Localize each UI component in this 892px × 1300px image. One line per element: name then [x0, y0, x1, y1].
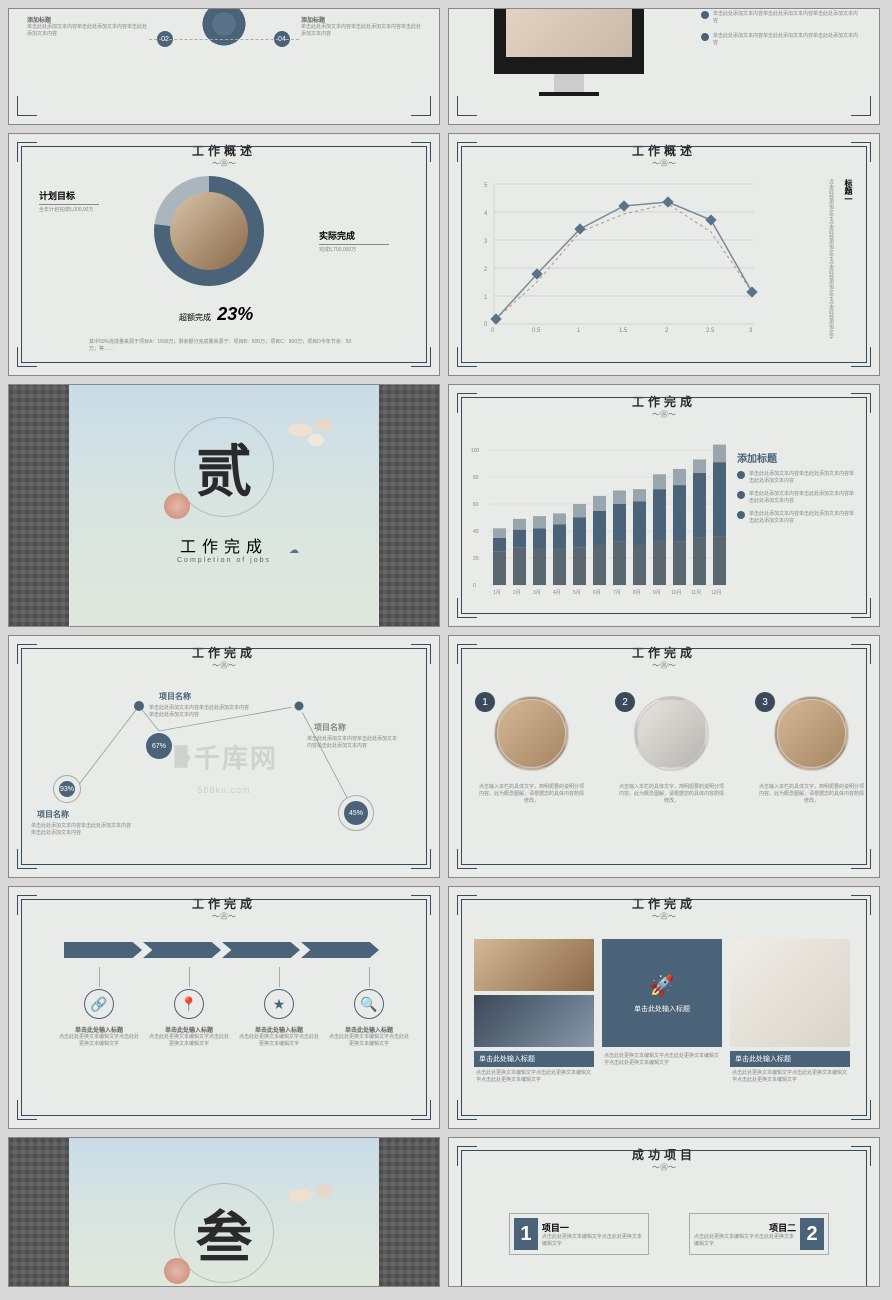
svg-text:4月: 4月: [553, 590, 561, 596]
svg-text:60: 60: [473, 502, 479, 508]
photo-1: [494, 696, 569, 771]
svg-text:0: 0: [484, 322, 488, 328]
photo-2: [634, 696, 709, 771]
svg-text:3月: 3月: [533, 590, 541, 596]
magnolia-icon: [277, 1176, 355, 1226]
svg-text:1月: 1月: [493, 590, 501, 596]
svg-text:7月: 7月: [613, 590, 621, 596]
svg-text:0: 0: [473, 583, 476, 589]
bullet-icon: [701, 33, 709, 41]
svg-text:3: 3: [484, 239, 488, 245]
slide-success-projects: 成功项目 ～❀～ 1 项目一 点击此处更换文本编辑文字点击此处更换文本编辑文字 …: [448, 1137, 880, 1287]
pin-icon: 📍: [174, 989, 204, 1019]
svg-text:11月: 11月: [691, 590, 701, 596]
stacked-bar-chart: 0 20 40 60 80 100 1月 2月 3月 4月 5月 6月 7月 8月 9月 10月 11月 12月: [471, 440, 731, 600]
svg-text:0: 0: [491, 328, 495, 334]
donut-chart: [154, 176, 264, 286]
svg-text:1: 1: [577, 328, 581, 334]
slide-1-left: 添加标题 单击此处添加文本内容单击此处添加文本内容单击此处添加文本内容 添加标题…: [8, 8, 440, 125]
card-center: 🚀 单击此处输入标题: [602, 939, 722, 1047]
exceed-pct: 23%: [217, 304, 253, 324]
cover-section-3: 叁: [8, 1137, 440, 1287]
line-chart: 0 0.5 1 1.5 2 2.5 3 0 1 2 3 4 5: [474, 174, 764, 344]
card-image-1: [474, 939, 594, 991]
svg-text:2.5: 2.5: [706, 328, 715, 334]
card-image-1b: [474, 995, 594, 1047]
slide-completion-pcts: 工作完成 ～❀～ 93% 项目名称 单击此处添加文本内容单击此处添加文本内容单击…: [8, 635, 440, 878]
svg-text:8月: 8月: [633, 590, 641, 596]
s1-left-title: 添加标题: [27, 15, 147, 24]
svg-text:5月: 5月: [573, 590, 581, 596]
svg-text:2: 2: [484, 267, 488, 273]
slide-completion-steps: 工作完成 ～❀～ 🔗 单击此处输入标题 点击此处更换文本编辑文字点击此处更换文本…: [8, 886, 440, 1129]
bullet-icon: [701, 11, 709, 19]
rocket-icon: 🚀: [650, 973, 675, 998]
slide-overview-donut: 工作概述 ～❀～ 计划目标 全年计划完成5,000,00万 实际完成 完成5,7…: [8, 133, 440, 376]
door-left: [9, 385, 69, 626]
svg-text:100: 100: [471, 448, 480, 454]
slide-1-right: 单击此处添加文本内容单击此处添加文本内容单击此处添加文本内容 单击此处添加文本内…: [448, 8, 880, 125]
section-number: 贰: [196, 427, 252, 508]
svg-text:6月: 6月: [593, 590, 601, 596]
cover-section-2: 贰 工作完成 Completion of jobs ☁: [8, 384, 440, 627]
svg-text:2月: 2月: [513, 590, 521, 596]
svg-text:1.5: 1.5: [619, 328, 628, 334]
cloud-icon: ☁: [289, 545, 299, 556]
s1-right-body: 单击此处添加文本内容单击此处添加文本内容单击此处添加文本内容: [301, 24, 421, 38]
svg-text:5: 5: [484, 183, 488, 189]
flower-icon: [164, 1258, 190, 1284]
svg-text:40: 40: [473, 529, 479, 535]
svg-text:2: 2: [665, 328, 669, 334]
door-right: [379, 385, 439, 626]
star-icon: ★: [264, 989, 294, 1019]
svg-text:20: 20: [473, 556, 479, 562]
magnolia-icon: [277, 410, 355, 460]
slide-completion-photos: 工作完成 ～❀～ 1 点击输入本栏的具体文字，简明扼要的说明分项内容。此为概念图…: [448, 635, 880, 878]
s1-left-body: 单击此处添加文本内容单击此处添加文本内容单击此处添加文本内容: [27, 24, 147, 38]
svg-text:80: 80: [473, 475, 479, 481]
svg-text:4: 4: [484, 211, 488, 217]
svg-text:1: 1: [484, 295, 488, 301]
s1-right-title: 添加标题: [301, 15, 421, 24]
svg-text:10月: 10月: [671, 590, 682, 596]
card-image-3: [730, 939, 850, 1047]
svg-text:12月: 12月: [711, 590, 722, 596]
svg-text:3: 3: [749, 328, 753, 334]
search-icon: 🔍: [354, 989, 384, 1019]
slide-completion-bars: 工作完成 ～❀～ 020406080100 1月2月3月4月5月6月7月8月9月…: [448, 384, 880, 627]
photo-3: [774, 696, 849, 771]
slide-completion-cards: 工作完成 ～❀～ 单击此处输入标题 点击此处更换文本编辑文字点击此处更换文本编辑…: [448, 886, 880, 1129]
arrow-step: [64, 942, 142, 958]
flower-icon: [164, 493, 190, 519]
slide-overview-line: 工作概述 ～❀～ 00.511.522.53 012345 标题一 点击此处添加…: [448, 133, 880, 376]
svg-text:9月: 9月: [653, 590, 661, 596]
svg-text:0.5: 0.5: [532, 328, 541, 334]
link-icon: 🔗: [84, 989, 114, 1019]
